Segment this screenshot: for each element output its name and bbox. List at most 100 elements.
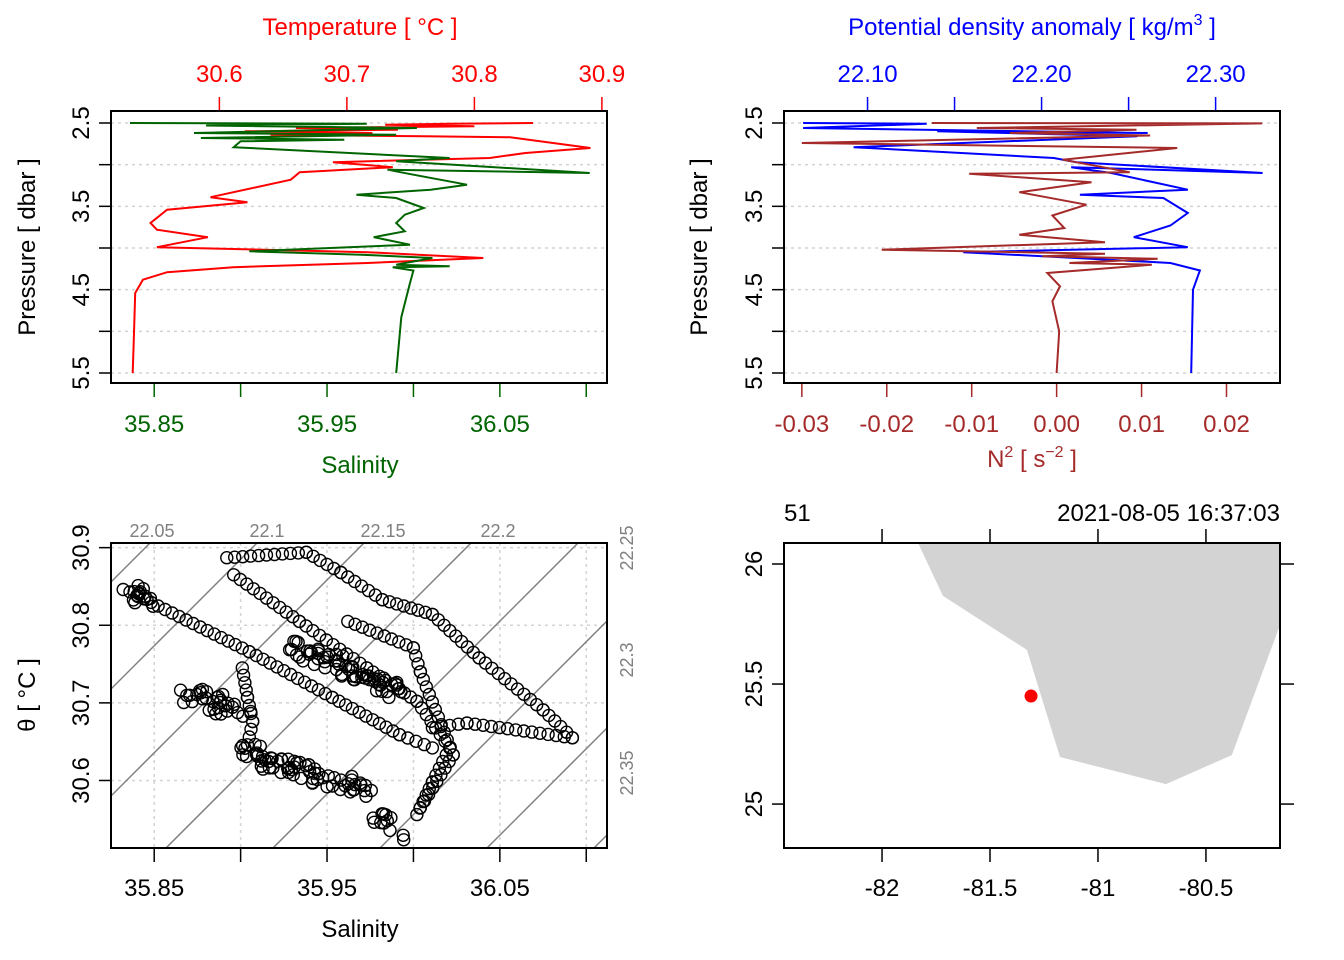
ts-point — [359, 709, 373, 723]
series-line-potential-density-anomaly — [803, 122, 1263, 374]
top-tick-label: 22.10 — [838, 61, 898, 88]
y-tick-label: 4.5 — [68, 273, 95, 306]
ts-point — [376, 675, 390, 690]
ts-point — [406, 641, 421, 655]
ts-point — [116, 582, 130, 597]
y-tick-label: 30.9 — [68, 524, 95, 571]
ts-point — [283, 546, 298, 561]
ts-point — [176, 695, 191, 710]
ts-point — [432, 761, 447, 776]
ts-point — [426, 781, 440, 795]
ts-point — [263, 656, 277, 670]
isopycnal-label: 22.15 — [360, 521, 405, 541]
ts-point — [390, 597, 404, 611]
ts-point — [236, 668, 251, 682]
ts-point — [185, 694, 199, 709]
isopycnal-line — [111, 543, 366, 798]
ts-point — [484, 719, 498, 734]
ts-point — [226, 568, 241, 582]
ts-point — [492, 720, 507, 735]
ts-point — [392, 635, 406, 649]
ts-point — [311, 683, 326, 697]
ts-point — [335, 667, 349, 682]
ts-point — [158, 602, 172, 617]
ts-point — [327, 561, 341, 576]
ts-point — [332, 694, 346, 708]
ts-point — [132, 586, 146, 600]
pressure-axis-title: Pressure [ dbar ] — [14, 158, 41, 335]
ts-point — [382, 595, 397, 609]
ts-point — [270, 660, 284, 674]
y-tick-label: 30.6 — [68, 757, 95, 804]
ts-point — [227, 550, 242, 564]
ts-point — [460, 716, 474, 730]
ts-point — [138, 589, 152, 603]
top-tick-label: 30.6 — [196, 61, 243, 88]
top-tick-label: 22.30 — [1186, 61, 1246, 88]
bottom-tick-label: 0.01 — [1118, 411, 1165, 438]
ts-point — [446, 748, 460, 762]
n2-title-end: ] — [1064, 446, 1077, 473]
coastline-land — [918, 543, 1280, 785]
ts-point — [193, 620, 207, 634]
ts-point — [366, 713, 380, 727]
x-tick-label: 36.05 — [470, 875, 530, 902]
density-title-sup: 3 — [1194, 12, 1203, 29]
ts-point — [274, 752, 289, 767]
pressure-axis-title-2: Pressure [ dbar ] — [686, 158, 713, 335]
density-axis-title: Potential density anomaly [ kg/m3 ] — [848, 12, 1216, 41]
ts-point — [308, 766, 322, 780]
temperature-axis-title: Temperature [ °C ] — [263, 14, 458, 41]
ts-point — [172, 609, 186, 624]
ts-point — [239, 683, 253, 697]
ts-point — [434, 718, 448, 732]
y-tick-label: 4.5 — [741, 273, 768, 306]
ts-point — [451, 717, 466, 731]
ts-point — [440, 733, 454, 747]
isopycnal-line — [485, 726, 607, 848]
n2-title-sup2: −2 — [1045, 444, 1063, 461]
ts-point — [361, 669, 376, 683]
ts-point — [227, 697, 242, 711]
ts-point — [419, 680, 433, 694]
ts-point — [264, 751, 278, 765]
density-title-end: ] — [1203, 14, 1216, 41]
isopycnal-line — [378, 619, 607, 848]
y-tick-label: 5.5 — [741, 356, 768, 389]
ts-point — [517, 724, 531, 738]
ts-point — [240, 577, 254, 591]
ts-point — [392, 728, 407, 742]
ts-point — [401, 731, 415, 745]
ts-point — [266, 596, 280, 610]
ts-point — [417, 794, 432, 808]
plot-frame — [783, 110, 1281, 384]
ts-point — [468, 717, 482, 731]
isopycnal-label: 22.1 — [249, 521, 284, 541]
ts-point — [259, 548, 274, 562]
top-tick-label: 22.20 — [1012, 61, 1072, 88]
ts-point — [192, 684, 207, 698]
ts-point — [199, 685, 214, 699]
isopycnal-label: 22.05 — [129, 521, 174, 541]
ts-point — [318, 686, 332, 701]
ts-point — [312, 766, 326, 781]
bottom-tick-label: 0.00 — [1033, 411, 1080, 438]
isopycnal-line — [111, 543, 152, 584]
plot-frame — [110, 542, 608, 849]
ts-point — [368, 588, 383, 602]
ts-point — [422, 687, 436, 702]
bottom-tick-label: 0.02 — [1203, 411, 1250, 438]
ts-point — [320, 557, 334, 572]
ts-point — [425, 775, 440, 789]
ts-point — [384, 632, 399, 646]
salinity-axis-title: Salinity — [321, 452, 398, 479]
ts-point — [299, 619, 313, 633]
ts-point — [218, 699, 233, 713]
ts-point — [409, 649, 423, 663]
station-datetime: 2021-08-05 16:37:03 — [1057, 500, 1280, 527]
ts-point — [243, 704, 258, 719]
ts-point — [133, 585, 148, 599]
ts-point — [367, 815, 381, 829]
ts-point — [249, 747, 264, 762]
